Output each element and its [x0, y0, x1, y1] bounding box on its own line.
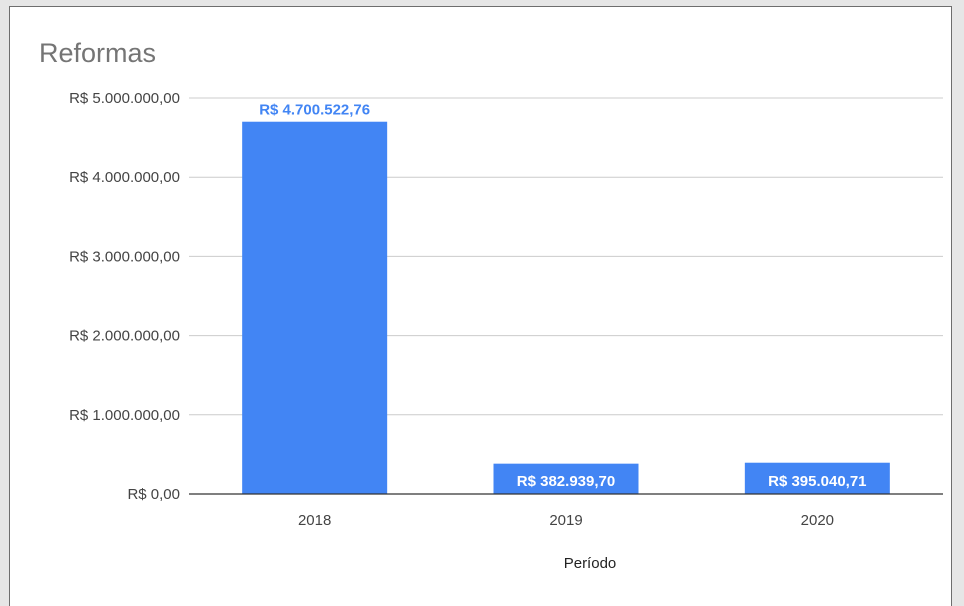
- bar-2018[interactable]: [242, 121, 388, 494]
- x-tick-label: 2019: [549, 512, 582, 529]
- y-tick-label: R$ 5.000.000,00: [69, 90, 180, 107]
- bar-2020[interactable]: [744, 462, 890, 494]
- y-tick-label: R$ 3.000.000,00: [69, 248, 180, 265]
- data-label: R$ 4.700.522,76: [259, 102, 370, 119]
- y-tick-label: R$ 1.000.000,00: [69, 407, 180, 424]
- y-tick-label: R$ 2.000.000,00: [69, 328, 180, 345]
- data-label: R$ 395.040,71: [768, 473, 866, 490]
- chart-title: Reformas: [39, 38, 156, 68]
- x-tick-label: 2018: [298, 512, 331, 529]
- chart-container: Reformas R$ 0,00 R$ 1.000.000,00 R$ 2.000.…: [9, 6, 952, 606]
- bar-chart: Reformas R$ 0,00 R$ 1.000.000,00 R$ 2.000.…: [39, 38, 943, 572]
- data-label: R$ 382.939,70: [517, 473, 615, 490]
- y-tick-label: R$ 0,00: [127, 486, 180, 503]
- x-axis-title: Período: [564, 555, 617, 572]
- bar-2019[interactable]: [493, 463, 639, 494]
- x-tick-label: 2020: [801, 512, 834, 529]
- y-tick-label: R$ 4.000.000,00: [69, 169, 180, 186]
